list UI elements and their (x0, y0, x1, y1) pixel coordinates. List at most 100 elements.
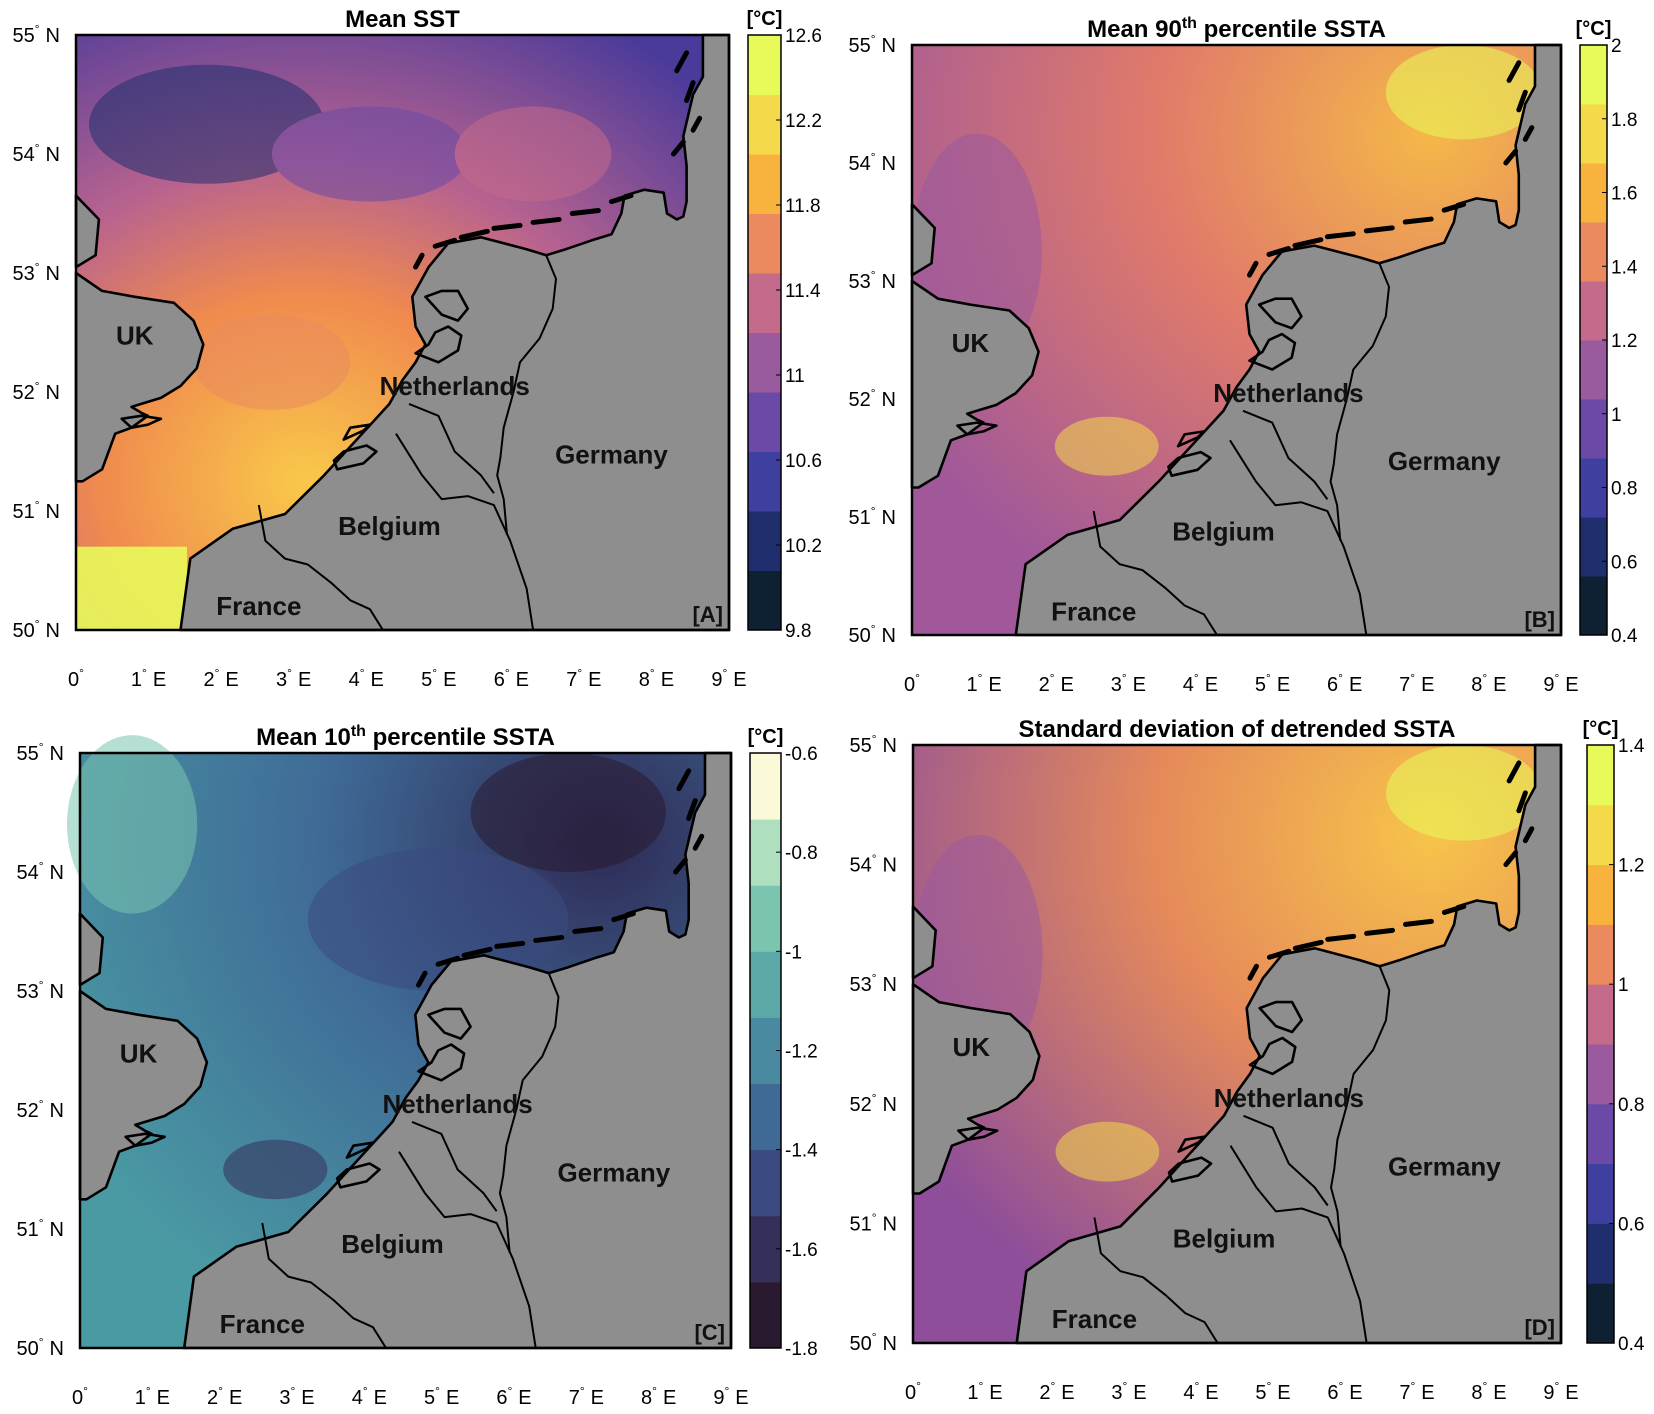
colorbar-tick-label: 12.2 (785, 111, 822, 132)
colorbar-tick-label: 11.8 (785, 196, 821, 217)
wadden-island (1402, 216, 1434, 225)
contour-blob (89, 64, 325, 184)
country-label-uk: UK (953, 1032, 991, 1062)
colorbar-tick-label: -1.2 (785, 1042, 818, 1063)
country-border (498, 972, 560, 1253)
colorbar-band (1587, 1283, 1614, 1344)
lat-tick-label: 53° N (849, 971, 897, 996)
colorbar-unit: [°C] (1583, 718, 1619, 740)
colorbar-tick-label: -1.6 (785, 1240, 818, 1261)
land (74, 33, 731, 632)
inland-water (1248, 332, 1297, 371)
colorbar-frame (747, 34, 782, 631)
wadden-island (432, 237, 458, 249)
wadden-island (1506, 60, 1522, 83)
panel-b: UK Netherlands Germany Belgium France [B] Mean… (848, 15, 1637, 696)
colorbar-tick-label: -1.4 (785, 1141, 818, 1162)
colorbar-tick-label: -1.8 (785, 1339, 818, 1360)
lat-tick-label: 50° N (16, 1335, 64, 1360)
country-label-uk: UK (120, 1038, 158, 1068)
wadden-island (1402, 918, 1434, 927)
colorbar-tick-label: 11.4 (785, 281, 821, 302)
lon-tick-label: 3° E (276, 666, 311, 691)
colorbar-band (748, 332, 781, 393)
inland-water (1176, 430, 1206, 448)
lat-tick-label: 52° N (848, 386, 896, 411)
contour-blob (470, 753, 666, 872)
colorbar-band (1580, 576, 1607, 636)
country-border (1243, 1114, 1329, 1207)
colorbar-band (1587, 1223, 1614, 1284)
inland-water (1167, 450, 1212, 477)
lon-tick-label: 1° E (966, 671, 1001, 696)
lat-tick-label: 51° N (16, 1216, 64, 1241)
country-label-belgium: Belgium (341, 1229, 444, 1259)
country-label-germany: Germany (1388, 1152, 1501, 1182)
colorbar-band (1580, 340, 1607, 400)
panel-d: UK Netherlands Germany Belgium France [D] Stan… (849, 716, 1644, 1404)
colorbar-unit: [°C] (747, 8, 783, 30)
country-border (395, 433, 535, 631)
panel-title: Mean 90th percentile SSTA (1087, 15, 1386, 43)
lon-tick-label: 9° E (1543, 1379, 1578, 1404)
panel-title-main: Mean 90 (1087, 16, 1182, 43)
lon-tick-label: 1° E (967, 1379, 1002, 1404)
lat-tick-label: 53° N (848, 268, 896, 293)
colorbar-unit: [°C] (1576, 18, 1612, 40)
colorbar-tick-label: 1.6 (1611, 184, 1637, 205)
lat-tick-label: 55° N (16, 740, 64, 765)
colorbar: -0.6 -0.8 -1 -1.2 -1.4 -1.6 -1.8 [°C] (748, 726, 819, 1360)
lat-tick-label: 51° N (849, 1210, 897, 1235)
panel-title-sup: th (1182, 15, 1197, 32)
inland-water (1177, 1135, 1206, 1153)
inland-water (427, 1007, 472, 1040)
inland-water (1167, 1156, 1213, 1183)
country-label-uk: UK (952, 328, 990, 358)
colorbar-band (750, 753, 781, 820)
panel-label: [A] (692, 602, 723, 627)
country-border (408, 402, 495, 494)
country-label-france: France (1052, 1304, 1137, 1334)
colorbar-tick-label: 1.2 (1611, 331, 1637, 352)
lon-tick-label: 6° E (494, 666, 529, 691)
map-frame (911, 743, 1563, 1345)
inland-water (332, 444, 378, 471)
colorbar-frame (1586, 744, 1615, 1344)
lon-tick-label: 7° E (1399, 1379, 1434, 1404)
wadden-island (692, 833, 705, 851)
colorbar-tick-label: 1 (1611, 405, 1622, 426)
colorbar-band (1587, 864, 1614, 925)
colorbar-band (748, 273, 781, 333)
panel-c: UK Netherlands Germany Belgium France [C] Mean… (16, 723, 818, 1409)
colorbar-tick-label: 1.4 (1611, 257, 1638, 278)
wadden-island (530, 216, 562, 225)
thames-estuary (957, 1126, 999, 1141)
panel-title-main: Mean 10 (256, 724, 351, 751)
contour-blob (454, 106, 612, 202)
latitude-labels: 55° N 54° N 53° N 52° N 51° N 50° N (848, 32, 896, 647)
country-label-netherlands: Netherlands (382, 1089, 532, 1119)
colorbar-band (1580, 45, 1607, 105)
country-border (1229, 439, 1368, 636)
wadden-island (533, 934, 565, 943)
panel-title-rest: percentile SSTA (1197, 16, 1386, 43)
lon-tick-label: 5° E (424, 1384, 459, 1409)
colorbar-band (748, 570, 781, 631)
lat-tick-label: 51° N (12, 498, 60, 523)
lon-tick-label: 0° (68, 666, 84, 691)
contour-blob (66, 735, 198, 914)
lon-tick-label: 8° E (1471, 671, 1506, 696)
lon-tick-label: 2° E (203, 666, 238, 691)
colorbar-band (1587, 1103, 1614, 1165)
colorbar-tick-label: 0.4 (1618, 1334, 1645, 1355)
colorbar-tick-label: 9.8 (785, 621, 811, 642)
lat-tick-label: 53° N (12, 260, 60, 285)
country-label-uk: UK (116, 320, 154, 350)
wadden-island (491, 222, 523, 231)
lat-tick-label: 55° N (12, 22, 60, 47)
lon-tick-label: 1° E (131, 666, 166, 691)
wadden-island (1292, 237, 1324, 249)
contour-blob (193, 314, 351, 410)
colorbar-unit: [°C] (748, 726, 784, 748)
inland-water (345, 1141, 375, 1159)
